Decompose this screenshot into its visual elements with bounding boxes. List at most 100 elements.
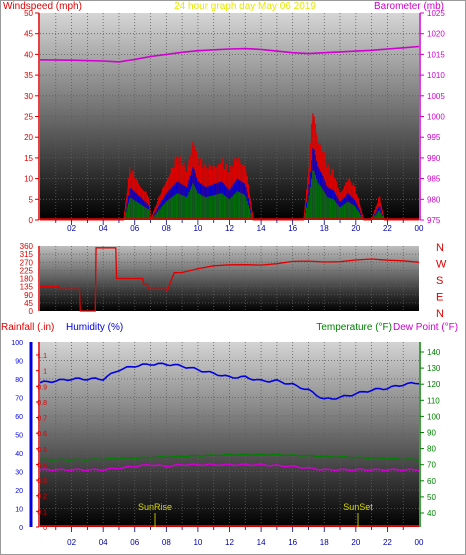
- x-tick-label: 10: [193, 224, 202, 233]
- windspeed-tick-label: 25: [24, 113, 33, 122]
- temperature-axis-label: Temperature (°F): [316, 322, 392, 333]
- windspeed-tick-label: 40: [24, 50, 33, 59]
- compass-letter: S: [436, 275, 443, 287]
- rainfall-tick-label: 0.8: [37, 400, 47, 407]
- windspeed-axis-label: Windspeed (mph): [3, 1, 82, 12]
- humidity-tick-label: 40: [15, 451, 23, 458]
- direction-tick-label: 180: [20, 275, 34, 284]
- rainfall-tick-label: 0.3: [37, 478, 47, 485]
- x-tick-label: 12: [225, 224, 234, 233]
- windspeed-tick-label: 35: [24, 71, 33, 80]
- temperature-tick-label: 80: [427, 445, 436, 454]
- windspeed-tick-label: 30: [24, 92, 33, 101]
- x-tick-label: 02: [67, 538, 76, 547]
- compass-letter: W: [436, 259, 447, 271]
- x-tick-label: 18: [320, 224, 329, 233]
- temperature-tick-label: 140: [427, 348, 441, 357]
- x-tick-label: 06: [130, 538, 139, 547]
- x-tick-label: 00: [415, 538, 424, 547]
- x-tick-label: 06: [130, 224, 139, 233]
- humidity-tick-label: 60: [15, 414, 23, 421]
- temperature-tick-label: 110: [427, 396, 440, 405]
- x-tick-label: 22: [383, 224, 392, 233]
- direction-tick-label: 315: [20, 250, 34, 259]
- x-tick-label: 18: [320, 538, 329, 547]
- x-tick-label: 08: [162, 538, 171, 547]
- rainfall-tick-label: 1: [43, 369, 47, 376]
- x-tick-label: 10: [193, 538, 202, 547]
- rainfall-tick-label: 0: [43, 525, 47, 532]
- temperature-tick-label: 70: [427, 461, 436, 470]
- x-tick-label: 22: [383, 538, 392, 547]
- direction-tick-label: 45: [24, 299, 33, 308]
- x-tick-label: 12: [225, 538, 234, 547]
- barometer-tick-label: 1000: [427, 113, 445, 122]
- rainfall-tick-label: 1.1: [37, 353, 47, 360]
- barometer-tick-label: 1010: [427, 71, 445, 80]
- humidity-tick-label: 0: [19, 525, 23, 532]
- humidity-tick-label: 30: [15, 470, 23, 477]
- barometer-tick-label: 980: [427, 195, 441, 204]
- barometer-line: [39, 45, 420, 63]
- direction-tick-label: 0: [29, 307, 34, 316]
- temperature-tick-label: 90: [427, 429, 436, 438]
- barometer-tick-label: 975: [427, 216, 441, 225]
- temperature-tick-label: 130: [427, 364, 441, 373]
- x-tick-label: 00: [415, 224, 424, 233]
- chart-title: 24 hour graph day May 06 2019: [174, 1, 316, 12]
- rainfall-axis-label: Rainfall (.in): [1, 322, 54, 333]
- barometer-tick-label: 1005: [427, 92, 445, 101]
- humidity-tick-label: 10: [15, 507, 23, 514]
- wind-direction-line: [40, 247, 420, 312]
- x-tick-label: 02: [67, 224, 76, 233]
- humidity-tick-label: 50: [15, 433, 23, 440]
- humidity-tick-label: 100: [11, 340, 23, 347]
- humidity-tick-label: 80: [15, 377, 23, 384]
- direction-tick-label: 360: [20, 242, 34, 251]
- temperature-tick-label: 50: [427, 493, 436, 502]
- windspeed-tick-label: 50: [24, 9, 33, 18]
- rainfall-tick-label: 0.4: [37, 462, 47, 469]
- direction-tick-label: 270: [20, 258, 34, 267]
- direction-tick-label: 90: [24, 291, 33, 300]
- windspeed-tick-label: 15: [24, 154, 33, 163]
- barometer-axis-label: Barometer (mb): [374, 1, 444, 12]
- compass-letter: N: [436, 242, 444, 254]
- rainfall-tick-label: 0.7: [37, 416, 47, 423]
- windspeed-line: [40, 116, 419, 221]
- x-tick-label: 16: [288, 224, 297, 233]
- compass-letter: N: [436, 308, 444, 320]
- windspeed-tick-label: 0: [29, 216, 34, 225]
- sunset-label: SunSet: [343, 502, 373, 512]
- barometer-tick-label: 990: [427, 154, 441, 163]
- x-tick-label: 14: [257, 538, 266, 547]
- windspeed-tick-label: 10: [24, 175, 33, 184]
- windspeed-tick-label: 5: [29, 195, 34, 204]
- x-tick-label: 08: [162, 224, 171, 233]
- x-tick-label: 20: [351, 538, 360, 547]
- humidity-tick-label: 70: [15, 396, 23, 403]
- humidity-axis-label: Humidity (%): [66, 322, 123, 333]
- windspeed-tick-label: 45: [24, 30, 33, 39]
- humidity-tick-label: 20: [15, 488, 23, 495]
- rainfall-tick-label: 0.2: [37, 494, 47, 501]
- rainfall-tick-label: 0.1: [37, 509, 47, 516]
- barometer-tick-label: 985: [427, 175, 441, 184]
- temperature-tick-label: 100: [427, 412, 441, 421]
- dewpoint-axis-label: Dew Point (°F): [393, 322, 458, 333]
- direction-tick-label: 135: [20, 283, 34, 292]
- humidity-line: [39, 362, 420, 400]
- humidity-tick-label: 90: [15, 359, 23, 366]
- compass-letter: E: [436, 292, 443, 304]
- x-tick-label: 14: [257, 224, 266, 233]
- x-tick-label: 20: [351, 224, 360, 233]
- x-tick-label: 16: [288, 538, 297, 547]
- x-tick-label: 04: [99, 538, 108, 547]
- rainfall-tick-label: 0.6: [37, 431, 47, 438]
- rainfall-tick-label: 0.5: [37, 447, 47, 454]
- rainfall-tick-label: 0.9: [37, 384, 47, 391]
- temperature-line: [39, 453, 420, 461]
- temperature-tick-label: 120: [427, 380, 441, 389]
- barometer-tick-label: 1020: [427, 30, 445, 39]
